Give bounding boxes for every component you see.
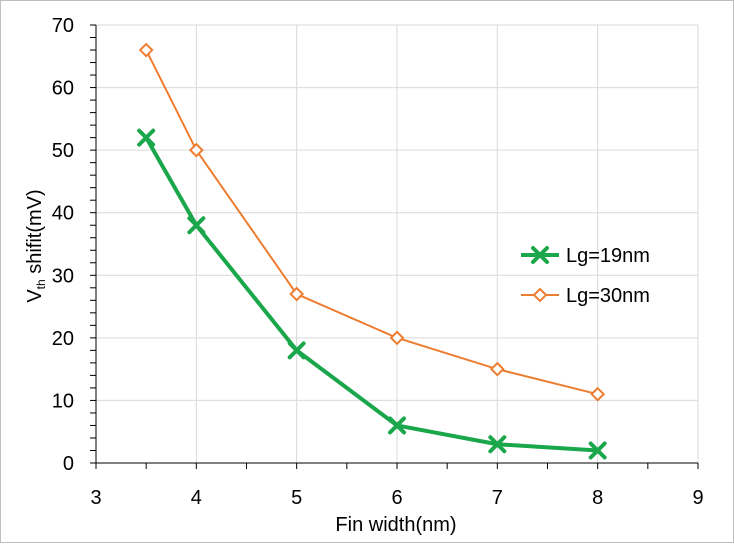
legend: Lg=19nm Lg=30nm xyxy=(521,245,650,307)
legend-marker xyxy=(531,246,549,264)
x-tick-label: 6 xyxy=(391,487,402,509)
series-1 xyxy=(137,128,607,460)
data-point xyxy=(188,142,204,158)
series-2 xyxy=(138,42,606,402)
x-tick-label: 9 xyxy=(692,487,703,509)
y-tick-label: 30 xyxy=(52,265,74,287)
y-tick-label: 10 xyxy=(52,390,74,412)
data-point xyxy=(388,416,406,435)
x-tick-label: 3 xyxy=(90,487,101,509)
y-tick-label: 70 xyxy=(52,15,74,37)
data-point xyxy=(488,435,507,454)
x-tick-label: 4 xyxy=(191,487,202,509)
data-point xyxy=(588,441,607,460)
axes xyxy=(90,24,699,469)
legend-label: Lg=30nm xyxy=(566,285,650,307)
y-axis-title: Vth shifit(mV) xyxy=(24,189,48,302)
legend-marker xyxy=(532,287,548,303)
y-tick-label: 40 xyxy=(52,203,74,225)
data-point xyxy=(489,361,505,377)
data-point xyxy=(187,216,206,235)
y-axis-title-main: V xyxy=(24,289,46,303)
legend-item-1: Lg=19nm xyxy=(521,245,650,267)
grid xyxy=(96,24,699,463)
x-tick-label: 7 xyxy=(492,487,503,509)
legend-item-2: Lg=30nm xyxy=(521,285,650,307)
data-point xyxy=(590,386,606,402)
data-point xyxy=(138,42,154,58)
data-point xyxy=(289,286,305,302)
x-tick-label: 8 xyxy=(592,487,603,509)
legend-label: Lg=19nm xyxy=(566,245,650,267)
y-tick-label: 60 xyxy=(52,78,74,100)
series xyxy=(137,42,607,460)
y-tick-label: 20 xyxy=(52,328,74,350)
y-axis-title-sub: th xyxy=(34,279,48,289)
tick-labels: 0 10 20 30 40 50 60 70 3 4 5 6 7 8 9 xyxy=(52,15,704,509)
series-line xyxy=(145,49,598,396)
y-tick-label: 50 xyxy=(52,140,74,162)
series-line xyxy=(144,136,598,453)
data-point xyxy=(287,341,306,360)
y-axis-title-rest: shifit(mV) xyxy=(24,189,46,279)
data-point xyxy=(389,330,405,346)
y-tick-label: 0 xyxy=(63,453,74,475)
x-tick-label: 5 xyxy=(291,487,302,509)
x-axis-title: Fin width(nm) xyxy=(335,514,456,536)
data-point xyxy=(137,128,156,147)
